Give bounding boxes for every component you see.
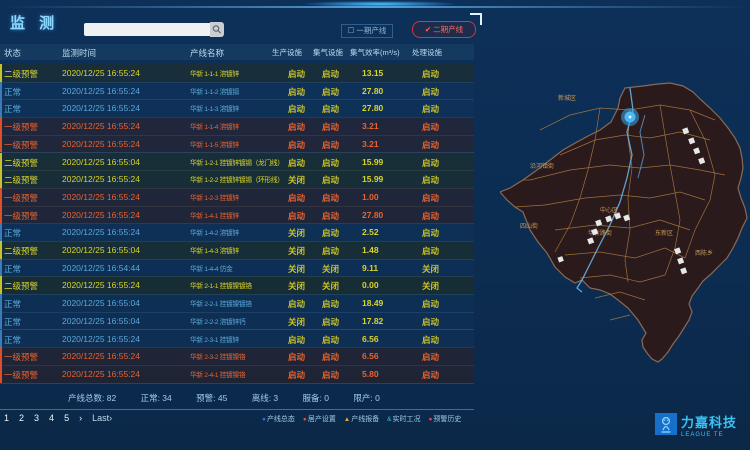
svg-text:新城区: 新城区 [558, 94, 576, 102]
svg-text:中心区: 中心区 [600, 206, 618, 214]
svg-text:东新区: 东新区 [655, 229, 673, 237]
svg-text:四山街: 四山街 [520, 222, 538, 230]
svg-text:西陈乡: 西陈乡 [695, 249, 713, 257]
svg-text:沿河镇街: 沿河镇街 [530, 162, 554, 170]
